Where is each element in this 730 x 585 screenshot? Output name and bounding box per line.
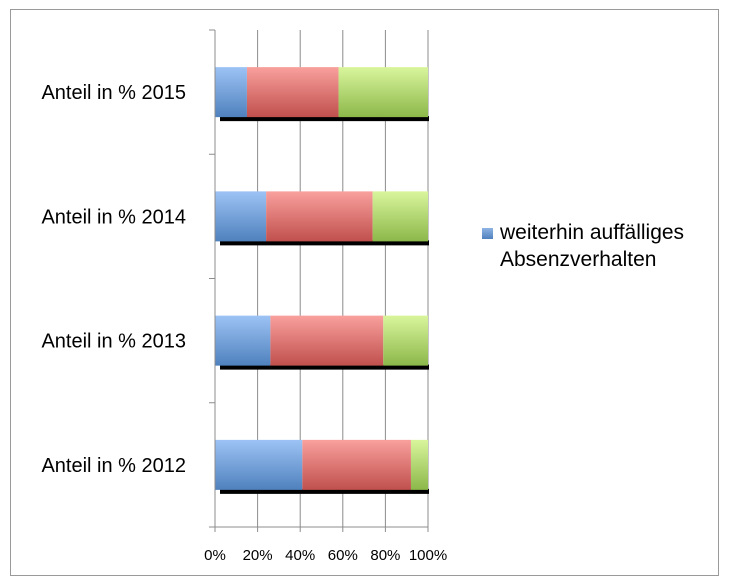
- legend-swatch-icon: [482, 228, 493, 239]
- bars: [215, 67, 429, 494]
- bar-segment: [270, 315, 384, 366]
- tick-labels: Anteil in % 2015 Anteil in % 2014 Anteil i…: [41, 82, 447, 564]
- x-tick-label: 40%: [285, 547, 315, 564]
- bar-segment: [266, 191, 373, 242]
- x-tick-label: 20%: [243, 547, 273, 564]
- legend-label: weiterhin auffälliges Absenzverhalten: [500, 221, 685, 271]
- bar-shadow: [220, 116, 429, 122]
- bar-shadow: [220, 240, 429, 246]
- bar-shadow: [220, 488, 429, 494]
- category-label: Anteil in % 2014: [41, 206, 186, 228]
- bar-segment: [338, 67, 428, 118]
- category-label: Anteil in % 2015: [41, 82, 186, 104]
- x-tick-label: 0%: [204, 547, 226, 564]
- x-tick-label: 80%: [370, 547, 400, 564]
- bar-segment: [383, 315, 428, 366]
- bar-segment: [372, 191, 428, 242]
- bar-segment: [302, 439, 411, 490]
- category-label: Anteil in % 2012: [41, 455, 186, 477]
- bar-segment: [215, 439, 303, 490]
- bar-segment: [215, 315, 271, 366]
- x-tick-label: 60%: [328, 547, 358, 564]
- bar-segment: [410, 439, 428, 490]
- x-tick-label: 100%: [409, 547, 447, 564]
- bar-segment: [215, 191, 267, 242]
- bar-segment: [246, 67, 339, 118]
- axes: [209, 29, 429, 532]
- bar-segment: [215, 67, 247, 118]
- bar-shadow: [220, 364, 429, 370]
- category-label: Anteil in % 2013: [41, 331, 186, 353]
